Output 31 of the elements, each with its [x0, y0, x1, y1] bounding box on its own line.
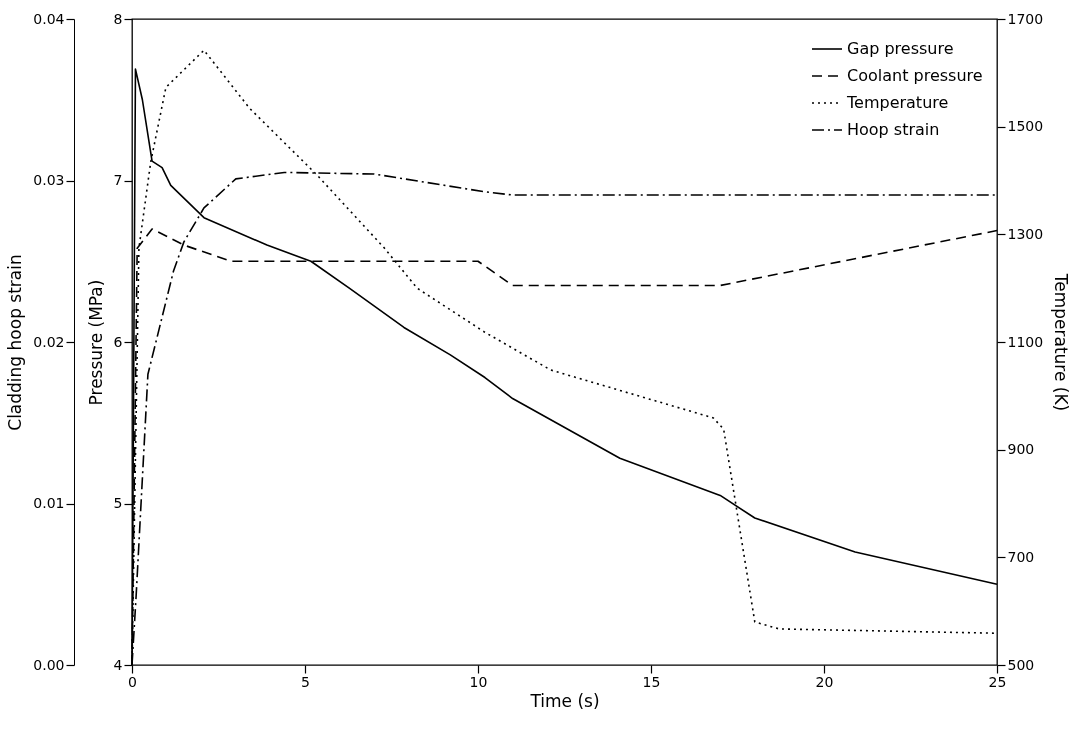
y2-tick-label: 1300 — [1007, 225, 1044, 242]
x-tick-label: 5 — [301, 673, 310, 690]
y2-axis-title: Temperature (K) — [1051, 272, 1072, 412]
x-tick-label: 20 — [815, 673, 834, 690]
y3-tick-label: 0.00 — [33, 656, 65, 673]
y-tick-label: 5 — [113, 495, 123, 511]
y2-tick-label: 1500 — [1007, 118, 1044, 135]
y2-tick-label: 900 — [1007, 441, 1035, 458]
y2-tick-label: 500 — [1007, 656, 1035, 673]
y3-tick-label: 0.02 — [33, 333, 65, 350]
y-tick-label: 7 — [113, 172, 123, 188]
y2-tick-label: 1700 — [1007, 10, 1044, 27]
x-axis-title: Time (s) — [529, 690, 600, 711]
y3-tick-label: 0.01 — [33, 495, 65, 511]
legend-label: Hoop strain — [847, 120, 940, 139]
y-axis-title: Pressure (MPa) — [85, 279, 106, 406]
y-tick-label: 8 — [113, 10, 123, 27]
x-tick-label: 15 — [642, 673, 661, 690]
y-tick-label: 4 — [113, 656, 123, 673]
y2-tick-label: 700 — [1007, 548, 1035, 565]
y-tick-label: 6 — [113, 333, 123, 350]
legend-label: Coolant pressure — [847, 66, 983, 85]
y3-tick-label: 0.03 — [33, 172, 65, 188]
legend-label: Temperature — [846, 93, 949, 112]
y3-tick-label: 0.04 — [33, 10, 65, 27]
legend-label: Gap pressure — [847, 39, 954, 58]
x-tick-label: 0 — [128, 673, 137, 690]
x-tick-label: 25 — [988, 673, 1007, 690]
y3-axis-title: Cladding hoop strain — [5, 254, 26, 431]
x-tick-label: 10 — [469, 673, 488, 690]
y2-tick-label: 1100 — [1007, 333, 1044, 350]
